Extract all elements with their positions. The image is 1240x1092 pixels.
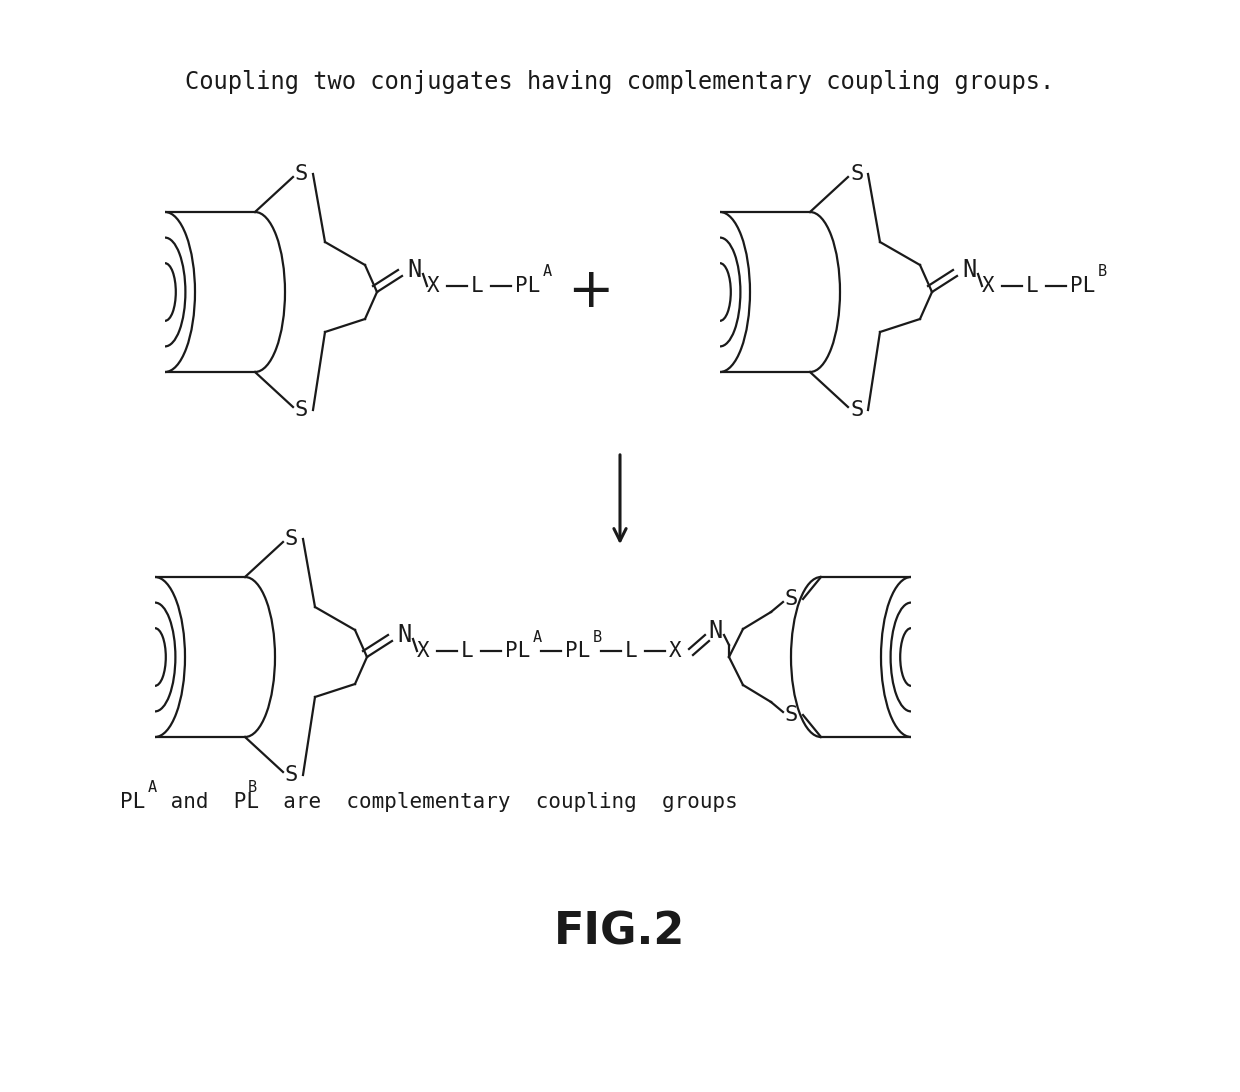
Polygon shape [155,577,246,737]
Polygon shape [911,572,946,741]
Text: +: + [567,265,614,319]
Text: and  PL: and PL [157,792,259,812]
Polygon shape [120,572,155,741]
Text: B: B [248,781,257,795]
Text: S: S [849,400,863,420]
Text: PL: PL [1070,276,1095,296]
Text: X: X [417,641,429,661]
Text: L: L [471,276,484,296]
Text: N: N [708,619,722,643]
Text: S: S [295,164,309,183]
Text: are  complementary  coupling  groups: are complementary coupling groups [258,792,738,812]
Text: L: L [1025,276,1039,296]
Text: S: S [785,705,799,725]
Polygon shape [720,212,810,372]
Text: PL: PL [515,276,541,296]
Text: S: S [785,589,799,609]
Text: A: A [533,629,542,644]
Text: PL: PL [505,641,531,661]
Text: A: A [148,781,157,795]
Polygon shape [165,212,255,372]
Text: N: N [397,624,412,646]
Text: N: N [407,258,422,282]
Text: FIG.2: FIG.2 [554,911,686,953]
Polygon shape [821,577,911,737]
Polygon shape [130,207,165,377]
Text: S: S [285,765,299,785]
Text: PL: PL [120,792,145,812]
Text: B: B [593,629,603,644]
Text: S: S [285,529,299,549]
Text: B: B [1097,264,1107,280]
Text: X: X [670,641,682,661]
Text: S: S [849,164,863,183]
Text: N: N [962,258,976,282]
Text: X: X [982,276,994,296]
Polygon shape [684,207,720,377]
Text: X: X [427,276,440,296]
Text: S: S [295,400,309,420]
Text: L: L [625,641,637,661]
Text: PL: PL [565,641,590,661]
Text: A: A [543,264,552,280]
Text: L: L [461,641,474,661]
Text: Coupling two conjugates having complementary coupling groups.: Coupling two conjugates having complemen… [185,70,1055,94]
